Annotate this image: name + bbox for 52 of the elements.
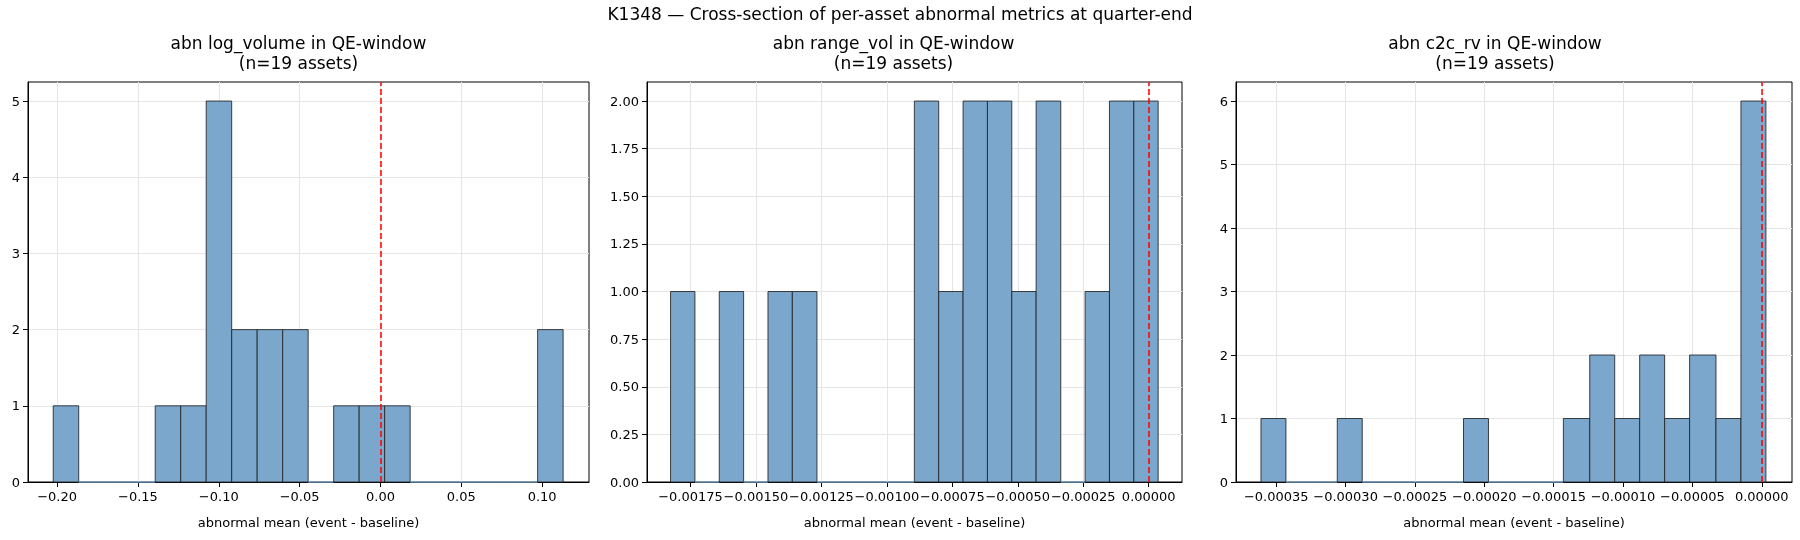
y-tick-label: 4 (1219, 220, 1228, 236)
x-tick-label: 0.05 (446, 489, 476, 504)
chart-title: abn range_vol in QE-window (n=19 assets) (772, 33, 1015, 73)
y-tick-label: 1 (1219, 411, 1228, 427)
y-tick-label: 5 (1219, 157, 1228, 173)
text: K1348 — Cross-section of per-asset abnormal metrics at quarter-end (606, 4, 1194, 24)
y-tick-label: 0.50 (610, 379, 639, 395)
chart-title: abn log_volume in QE-window (n=19 assets) (170, 33, 427, 73)
x-axis-title: abnormal mean (event - baseline) (197, 515, 420, 530)
y-tick-label: 2 (11, 322, 20, 338)
y-tick-label: 1 (11, 398, 20, 414)
x-tick-label: −0.00015 (1521, 489, 1586, 504)
x-tick-label: −0.00150 (723, 489, 789, 504)
x-axis-title: abnormal mean (event - baseline) (803, 515, 1026, 530)
y-tick-label: 6 (1219, 93, 1228, 109)
x-tick-label: −0.00020 (1451, 489, 1517, 504)
x-tick-label: −0.00075 (920, 489, 985, 504)
y-tick-label: 1.00 (610, 284, 639, 300)
y-tick-label: 0.00 (610, 474, 639, 490)
x-tick-label: −0.05 (279, 489, 320, 504)
x-tick-label: −0.20 (37, 489, 78, 504)
x-axis-title: abnormal mean (event - baseline) (1403, 515, 1625, 530)
x-tick-label: −0.00125 (789, 489, 854, 504)
y-tick-label: 0 (1219, 474, 1228, 490)
x-tick-label: −0.00050 (985, 489, 1051, 504)
y-tick-label: 0.25 (610, 426, 639, 442)
y-tick-label: 0.75 (610, 331, 639, 347)
x-tick-label: −0.00035 (1243, 489, 1309, 504)
x-tick-label: 0.00000 (1734, 489, 1789, 504)
x-tick-label: −0.00100 (854, 489, 920, 504)
y-tick-label: 1.75 (610, 141, 639, 157)
y-tick-label: 3 (11, 245, 20, 261)
chart-title: abn c2c_rv in QE-window (n=19 assets) (1388, 33, 1602, 73)
x-tick-label: −0.00005 (1660, 489, 1725, 504)
x-tick-label: −0.10 (198, 489, 239, 504)
y-tick-label: 2.00 (610, 93, 639, 109)
y-tick-label: 2 (1219, 347, 1228, 363)
x-tick-label: −0.00010 (1590, 489, 1656, 504)
y-tick-label: 4 (11, 169, 20, 185)
y-tick-label: 3 (1219, 284, 1228, 300)
x-tick-label: −0.00030 (1313, 489, 1378, 504)
x-tick-label: −0.00025 (1382, 489, 1448, 504)
y-tick-label: 1.25 (610, 236, 639, 252)
y-tick-label: 0 (11, 474, 20, 490)
x-tick-label: 0.00000 (1121, 489, 1176, 504)
y-tick-label: 1.50 (610, 188, 639, 204)
x-tick-label: −0.00175 (658, 489, 723, 504)
x-tick-label: −0.00025 (1050, 489, 1116, 504)
y-tick-label: 5 (11, 93, 20, 109)
x-tick-label: 0.00 (365, 489, 395, 504)
x-tick-label: 0.10 (527, 489, 557, 504)
x-tick-label: −0.15 (118, 489, 158, 504)
